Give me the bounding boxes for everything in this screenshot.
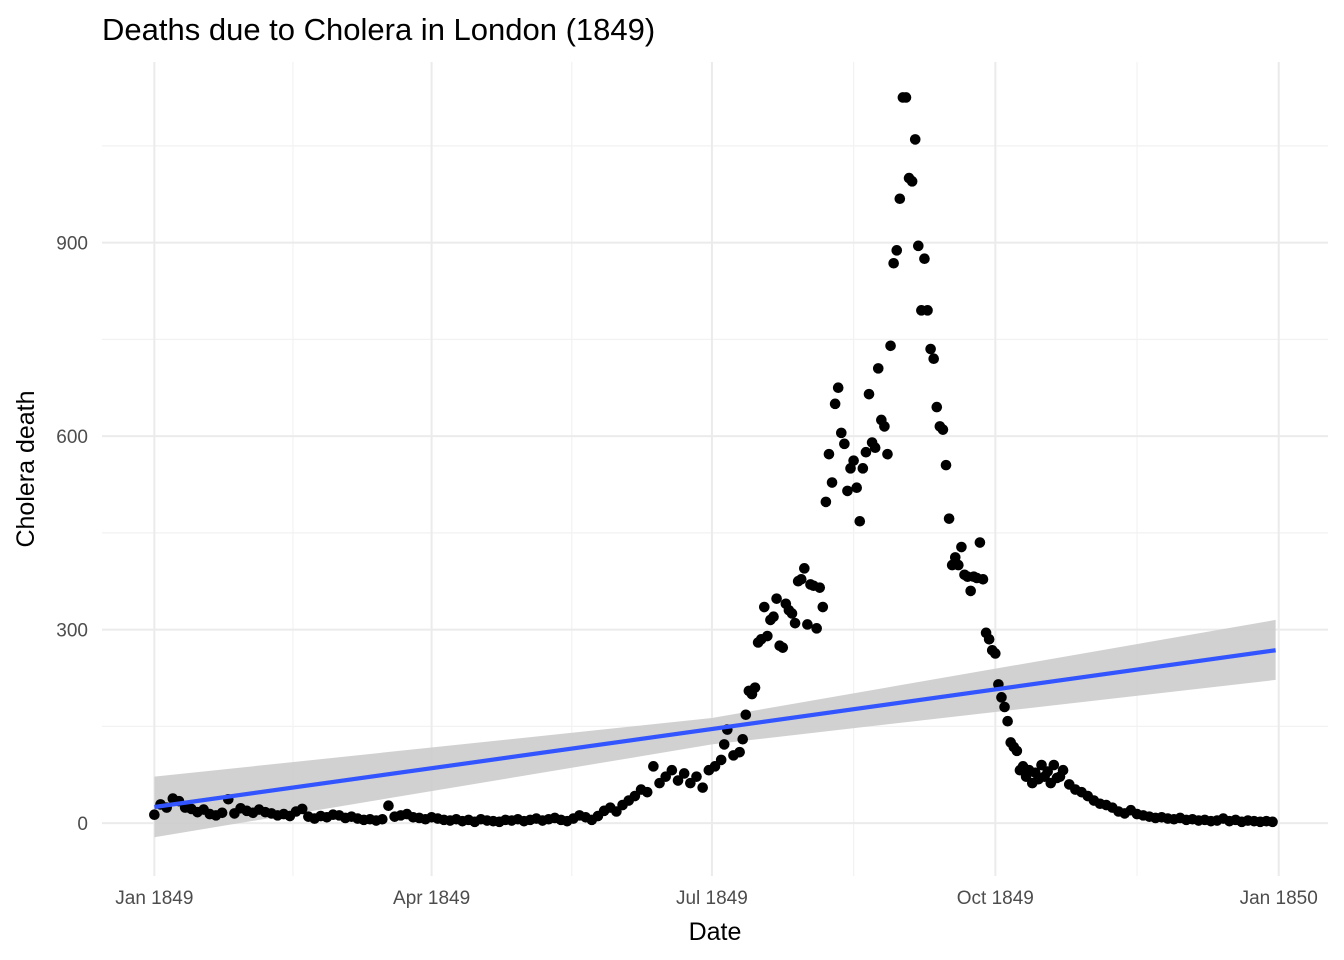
data-point [799, 563, 810, 574]
data-point [931, 401, 943, 413]
data-point [943, 513, 955, 524]
data-point [383, 800, 394, 811]
trend-lines [154, 648, 1276, 810]
data-point [1057, 764, 1069, 776]
data-point [900, 92, 912, 103]
data-point [906, 176, 918, 187]
data-point [842, 485, 853, 497]
data-point [891, 245, 903, 256]
data-point [996, 692, 1007, 703]
data-point [888, 257, 899, 269]
grid-lines [102, 62, 1328, 876]
data-point [1002, 715, 1013, 727]
data-point [666, 764, 678, 776]
data-point [672, 775, 684, 786]
data-point [872, 363, 884, 374]
data-point [718, 739, 730, 750]
data-point [925, 343, 936, 355]
data-point [826, 477, 838, 488]
data-point [999, 701, 1010, 713]
data-point [820, 496, 832, 508]
data-point [802, 619, 813, 630]
data-point [641, 786, 653, 798]
data-point [854, 515, 866, 527]
data-point [977, 573, 989, 585]
data-point [835, 427, 847, 439]
chart-title: Deaths due to Cholera in London (1849) [102, 12, 655, 47]
data-point [913, 240, 924, 252]
y-tick-label: 600 [56, 427, 88, 448]
data-point [829, 398, 841, 410]
data-point [758, 601, 770, 613]
x-axis-ticks: Jan 1849 Apr 1849 Jul 1849 Oct 1849 Jan 1850 [115, 888, 1318, 909]
data-point [216, 807, 228, 819]
data-point [777, 642, 789, 653]
x-tick-label: Jan 1850 [1240, 888, 1318, 909]
data-point [795, 573, 807, 585]
y-tick-label: 0 [77, 814, 88, 835]
x-tick-label: Apr 1849 [393, 888, 470, 909]
data-point [786, 608, 798, 619]
data-point [678, 768, 690, 779]
data-point [909, 134, 921, 145]
data-point [953, 559, 964, 571]
data-point [823, 448, 835, 460]
data-point [832, 382, 844, 394]
data-point [919, 253, 930, 265]
data-point [377, 813, 388, 825]
data-point [811, 623, 822, 634]
data-point [983, 633, 995, 645]
data-point [734, 746, 745, 758]
data-point [839, 438, 850, 450]
data-point [1267, 816, 1278, 828]
data-point [697, 782, 708, 793]
x-tick-label: Jul 1849 [676, 888, 748, 909]
data-point [922, 305, 933, 316]
data-points [149, 92, 1278, 828]
data-point [1048, 759, 1060, 771]
data-point [990, 648, 1001, 659]
data-point [894, 193, 906, 205]
x-axis-title: Date [689, 918, 742, 946]
data-point [737, 733, 749, 745]
data-point [817, 601, 829, 613]
data-point [814, 582, 826, 593]
trend-line [154, 648, 1276, 810]
data-point [851, 482, 862, 494]
data-point [691, 771, 702, 782]
data-point [296, 803, 308, 815]
data-point [749, 682, 761, 693]
data-point [974, 537, 986, 548]
y-axis-title: Cholera death [12, 390, 40, 547]
y-axis-ticks: 0 300 600 900 [56, 234, 88, 836]
data-point [149, 809, 160, 821]
data-point [860, 446, 872, 458]
data-point [768, 611, 779, 623]
y-tick-label: 300 [56, 621, 88, 642]
x-tick-label: Jan 1849 [115, 888, 193, 909]
data-point [863, 388, 875, 400]
data-point [857, 463, 869, 474]
data-point [648, 761, 659, 772]
data-point [869, 442, 881, 454]
data-point [882, 448, 893, 460]
data-point [940, 459, 952, 471]
data-point [885, 340, 896, 352]
data-point [965, 585, 976, 597]
data-point [771, 593, 782, 604]
data-point [848, 455, 859, 466]
data-point [740, 709, 752, 721]
data-point [1011, 745, 1023, 757]
data-point [928, 353, 940, 365]
data-point [937, 424, 949, 435]
data-point [789, 617, 801, 629]
y-tick-label: 900 [56, 234, 88, 255]
data-point [879, 421, 890, 432]
x-tick-label: Oct 1849 [957, 888, 1034, 909]
data-point [715, 754, 727, 766]
data-point [956, 541, 967, 553]
data-point [762, 630, 773, 642]
